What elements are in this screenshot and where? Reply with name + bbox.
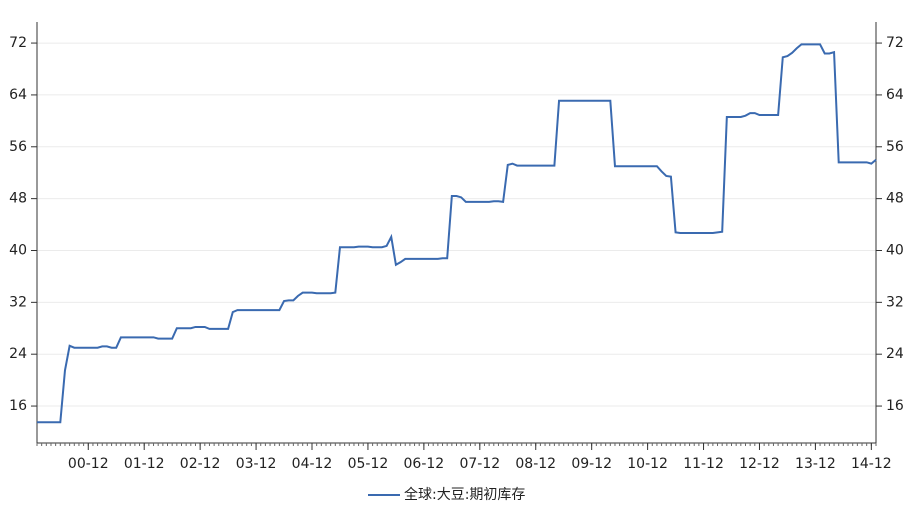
y-tick-label: 72	[9, 35, 27, 51]
y-tick-label: 64	[9, 87, 27, 103]
x-tick-label: 11-12	[683, 456, 724, 472]
x-tick-label: 10-12	[627, 456, 668, 472]
y2-tick-label: 24	[886, 346, 904, 362]
x-tick-label: 00-12	[68, 456, 109, 472]
x-tick-label: 05-12	[348, 456, 389, 472]
x-tick-label: 03-12	[236, 456, 277, 472]
y-tick-label: 56	[9, 139, 27, 155]
y2-tick-label: 64	[886, 87, 904, 103]
x-tick-label: 08-12	[515, 456, 556, 472]
legend-label: 全球:大豆:期初库存	[404, 486, 525, 503]
data-line	[37, 43, 877, 424]
x-tick-label: 14-12	[851, 456, 892, 472]
y-tick-label: 40	[9, 242, 27, 258]
x-tick-label: 07-12	[459, 456, 500, 472]
x-tick-label: 02-12	[180, 456, 221, 472]
y2-tick-label: 48	[886, 191, 904, 207]
x-tick-label: 09-12	[571, 456, 612, 472]
x-tick-label: 13-12	[795, 456, 836, 472]
y-tick-label: 24	[9, 346, 27, 362]
x-tick-label: 04-12	[292, 456, 333, 472]
y-tick-label: 16	[9, 398, 27, 414]
y-tick-label: 32	[9, 294, 27, 310]
y-tick-label: 48	[9, 191, 27, 207]
y2-tick-label: 16	[886, 398, 904, 414]
y2-tick-label: 72	[886, 35, 904, 51]
x-tick-label: 01-12	[124, 456, 165, 472]
x-tick-label: 12-12	[739, 456, 780, 472]
x-tick-label: 06-12	[404, 456, 445, 472]
y2-tick-label: 40	[886, 242, 904, 258]
y2-tick-label: 32	[886, 294, 904, 310]
y2-tick-label: 56	[886, 139, 904, 155]
